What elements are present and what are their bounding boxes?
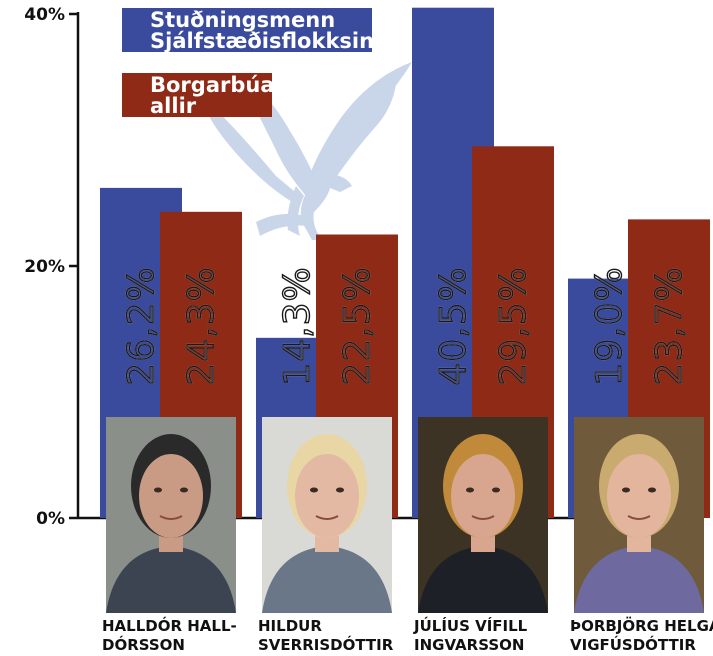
category-label: HALLDÓR HALL- bbox=[102, 616, 237, 635]
data-label-outline: 22,5% bbox=[337, 266, 378, 385]
data-label-outline: 29,5% bbox=[493, 266, 534, 385]
photo-mouth bbox=[627, 515, 651, 520]
category-label: DÓRSSON bbox=[102, 635, 185, 654]
photo-shoulders bbox=[262, 546, 392, 613]
legend-label: Stuðningsmenn bbox=[150, 8, 335, 32]
data-label-outline: 14,3% bbox=[277, 266, 318, 385]
portrait-photo bbox=[262, 417, 392, 613]
category-label: VIGFÚSDÓTTIR bbox=[570, 635, 696, 654]
photo-eye bbox=[466, 487, 474, 493]
photo-mouth bbox=[159, 515, 183, 520]
portraits bbox=[106, 417, 704, 613]
category-label: ÞORBJÖRG HELGA bbox=[570, 616, 713, 635]
data-label-outline: 19,0% bbox=[589, 266, 630, 385]
data-label: 29,5% bbox=[493, 266, 534, 385]
photo-eye bbox=[310, 487, 318, 493]
photo-eye bbox=[336, 487, 344, 493]
data-label: 26,2% bbox=[121, 266, 162, 385]
falcon-icon-part bbox=[256, 213, 310, 236]
falcon-icon bbox=[200, 62, 412, 240]
data-label: 40,5% bbox=[433, 266, 474, 385]
photo-eye bbox=[180, 487, 188, 493]
photo-shoulders bbox=[106, 546, 236, 613]
legend-swatch bbox=[122, 8, 372, 52]
category-label: HILDUR bbox=[258, 617, 322, 635]
data-label: 24,3% bbox=[181, 266, 222, 385]
photo-face bbox=[139, 454, 203, 538]
photo-shoulders bbox=[574, 546, 704, 613]
portrait-photo bbox=[418, 417, 548, 613]
data-label-outline: 26,2% bbox=[121, 266, 162, 385]
data-label: 23,7% bbox=[649, 266, 690, 385]
photo-face bbox=[295, 454, 359, 538]
legend-label: Borgarbúar bbox=[150, 73, 286, 97]
photo-shoulders bbox=[418, 546, 548, 613]
category-label: INGVARSSON bbox=[414, 636, 524, 654]
photo-eye bbox=[648, 487, 656, 493]
photo-mouth bbox=[315, 515, 339, 520]
legend-label: allir bbox=[150, 94, 197, 118]
photo-face bbox=[451, 454, 515, 538]
photo-eye bbox=[622, 487, 630, 493]
photo-mouth bbox=[471, 515, 495, 520]
falcon-icon-part bbox=[312, 84, 396, 198]
category-label: SVERRISDÓTTIR bbox=[258, 635, 394, 654]
legend-swatch bbox=[122, 73, 272, 117]
data-label: 19,0% bbox=[589, 266, 630, 385]
falcon-icon-part bbox=[300, 174, 352, 240]
photo-eye bbox=[492, 487, 500, 493]
portrait-photo bbox=[106, 417, 236, 613]
portrait-photo bbox=[574, 417, 704, 613]
data-label: 22,5% bbox=[337, 266, 378, 385]
data-label-outline: 23,7% bbox=[649, 266, 690, 385]
y-tick-label: 40% bbox=[24, 5, 65, 25]
falcon-icon-part bbox=[200, 94, 300, 204]
data-label-outline: 24,3% bbox=[181, 266, 222, 385]
data-label-outline: 40,5% bbox=[433, 266, 474, 385]
photo-face bbox=[607, 454, 671, 538]
y-tick-label: 0% bbox=[36, 509, 65, 529]
y-tick-label: 20% bbox=[24, 257, 65, 277]
data-label: 14,3% bbox=[277, 266, 318, 385]
category-label: JÚLÍUS VÍFILL bbox=[413, 616, 528, 635]
legend-label: Sjálfstæðisflokksins bbox=[150, 29, 387, 53]
photo-eye bbox=[154, 487, 162, 493]
